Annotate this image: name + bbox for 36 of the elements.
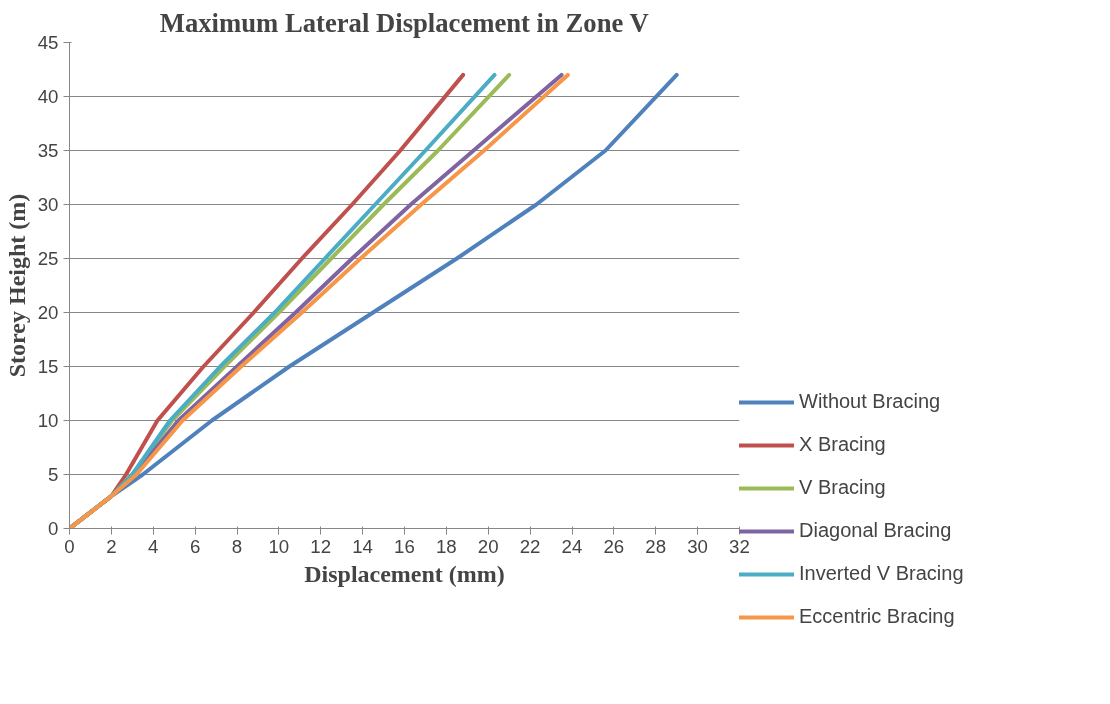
y-tick-label: 40 (37, 86, 59, 107)
legend-label: Eccentric Bracing (799, 605, 955, 628)
x-tick-label: 2 (106, 535, 117, 557)
y-tick-label: 35 (37, 140, 59, 161)
chart-title: Maximum Lateral Displacement in Zone V (159, 7, 649, 38)
y-tick-label: 20 (37, 302, 59, 323)
y-axis-title: Storey Height (m) (3, 193, 30, 378)
y-tick-label: 5 (48, 464, 59, 485)
x-tick-label: 22 (519, 535, 541, 557)
y-tick-label: 15 (37, 356, 59, 377)
x-tick-label: 0 (64, 535, 75, 557)
legend-label: V Bracing (799, 476, 886, 499)
legend-label: Without Bracing (799, 390, 941, 413)
x-tick-label: 16 (394, 535, 415, 557)
x-tick-label: 28 (645, 535, 667, 557)
legend-label: Diagonal Bracing (799, 519, 952, 542)
x-tick-label: 10 (268, 535, 290, 557)
x-tick-label: 30 (687, 535, 709, 557)
legend-label: Inverted V Bracing (799, 562, 964, 585)
x-tick-label: 24 (561, 535, 583, 557)
x-tick-label: 12 (310, 535, 332, 557)
x-tick-label: 4 (148, 535, 159, 557)
x-tick-label: 8 (231, 535, 243, 557)
legend-label: X Bracing (799, 433, 886, 456)
x-axis-title: Displacement (mm) (304, 560, 505, 587)
x-tick-label: 26 (603, 535, 625, 557)
y-tick-label: 0 (48, 518, 59, 539)
y-tick-label: 30 (37, 194, 59, 215)
y-tick-label: 10 (37, 410, 59, 431)
y-tick-label: 45 (37, 32, 59, 53)
x-tick-label: 14 (352, 535, 374, 557)
x-tick-label: 18 (436, 535, 457, 557)
x-tick-label: 6 (189, 535, 201, 557)
y-tick-label: 25 (37, 248, 59, 269)
x-tick-label: 32 (729, 535, 750, 557)
x-tick-label: 20 (477, 535, 499, 557)
